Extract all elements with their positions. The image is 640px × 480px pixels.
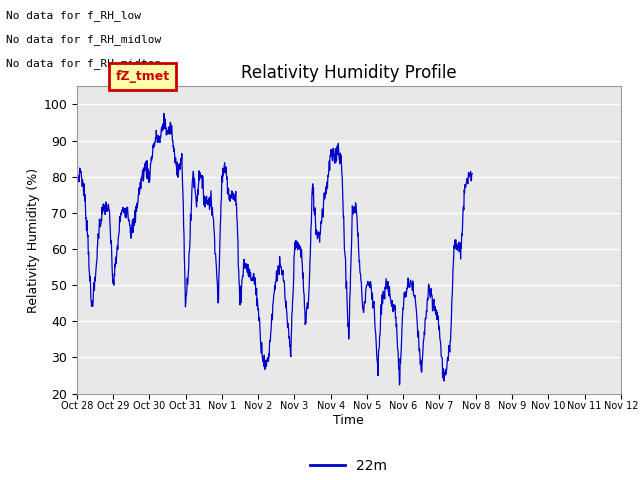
Legend: 22m: 22m: [305, 454, 393, 479]
X-axis label: Time: Time: [333, 414, 364, 427]
Text: No data for f_RH_midlow: No data for f_RH_midlow: [6, 34, 162, 45]
Text: No data for f_RH_midtop: No data for f_RH_midtop: [6, 58, 162, 69]
Title: Relativity Humidity Profile: Relativity Humidity Profile: [241, 64, 456, 82]
Y-axis label: Relativity Humidity (%): Relativity Humidity (%): [28, 168, 40, 312]
Text: fZ_tmet: fZ_tmet: [115, 70, 170, 83]
Text: No data for f_RH_low: No data for f_RH_low: [6, 10, 141, 21]
